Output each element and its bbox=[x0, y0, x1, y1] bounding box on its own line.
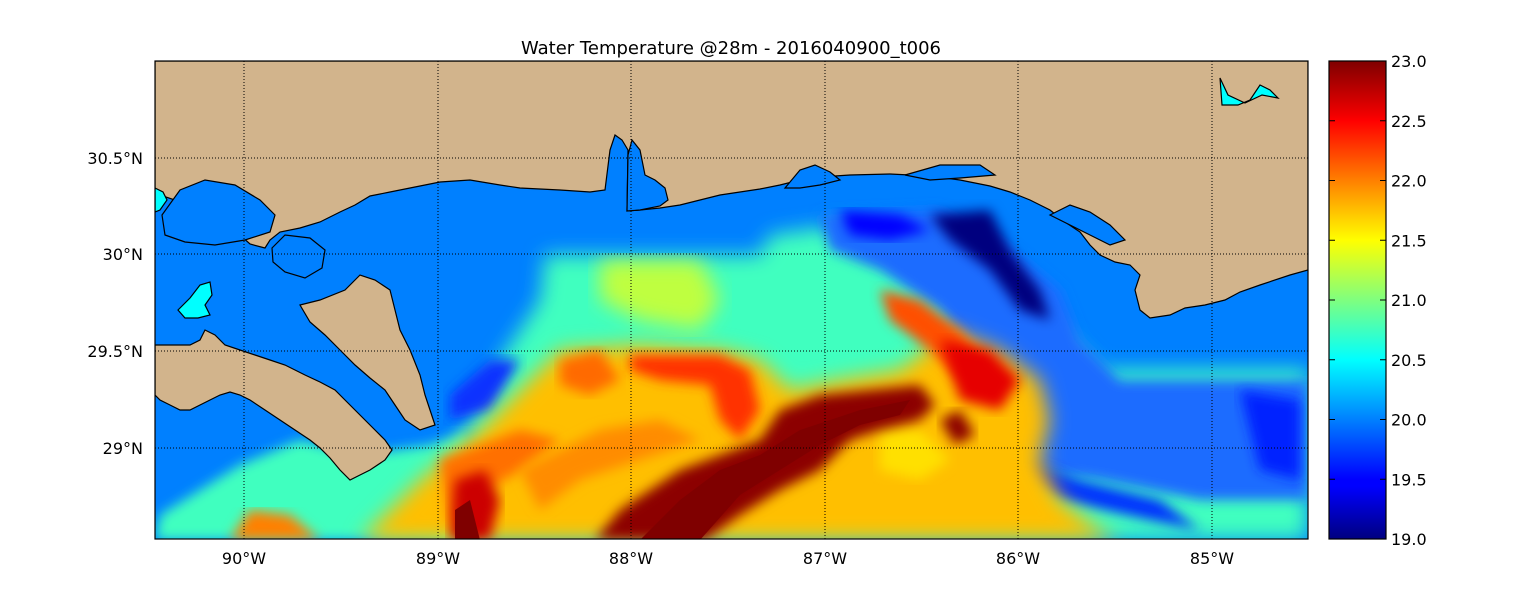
colorbar-tick-label: 20.0 bbox=[1391, 411, 1427, 430]
st-andrew-bay bbox=[1048, 204, 1127, 246]
lon-tick-label: 90°W bbox=[222, 549, 266, 568]
lon-tick-label: 88°W bbox=[609, 549, 653, 568]
colorbar-gradient bbox=[1328, 60, 1387, 540]
colorbar-tick-label: 22.0 bbox=[1391, 172, 1427, 191]
lon-tick-label: 86°W bbox=[996, 549, 1040, 568]
colorbar-tick-label: 22.5 bbox=[1391, 112, 1427, 131]
lake-salvador bbox=[177, 281, 213, 319]
lake-east bbox=[1219, 77, 1280, 106]
lat-tick-label: 29.5°N bbox=[87, 342, 143, 361]
colorbar-tick-label: 23.0 bbox=[1391, 52, 1427, 71]
lon-tick-label: 87°W bbox=[803, 549, 847, 568]
longitude-labels: 90°W 89°W 88°W 87°W 86°W 85°W bbox=[222, 549, 1234, 568]
lat-tick-label: 30.5°N bbox=[87, 149, 143, 168]
lake-borgne bbox=[271, 234, 326, 279]
colorbar-tick-label: 19.0 bbox=[1391, 530, 1427, 549]
pensacola-bay bbox=[783, 164, 842, 189]
colorbar-ticks: 23.0 22.5 22.0 21.5 21.0 20.5 20.0 19.5 19.0 bbox=[1329, 52, 1427, 549]
mississippi-delta bbox=[299, 274, 436, 431]
colorbar-tick-label: 19.5 bbox=[1391, 470, 1427, 489]
choctawhatchee-bay bbox=[904, 164, 997, 181]
map-frame bbox=[154, 60, 1309, 540]
latitude-labels: 30.5°N 30°N 29.5°N 29°N bbox=[87, 149, 143, 458]
colorbar: 23.0 22.5 22.0 21.5 21.0 20.5 20.0 19.5 19.0 bbox=[1328, 52, 1427, 549]
colorbar-tick-label: 21.0 bbox=[1391, 291, 1427, 310]
lon-tick-label: 89°W bbox=[416, 549, 460, 568]
graticule bbox=[155, 61, 1308, 539]
map-title: Water Temperature @28m - 2016040900_t006 bbox=[521, 38, 941, 59]
temperature-field bbox=[155, 210, 1308, 539]
colorbar-tick-label: 20.5 bbox=[1391, 351, 1427, 370]
colorbar-tick-label: 21.5 bbox=[1391, 231, 1427, 250]
lake-pontchartrain bbox=[161, 179, 276, 246]
lon-tick-label: 85°W bbox=[1190, 549, 1234, 568]
map-area bbox=[155, 61, 1308, 539]
lake-maurepas bbox=[155, 187, 168, 213]
lat-tick-label: 30°N bbox=[103, 245, 143, 264]
lat-tick-label: 29°N bbox=[103, 439, 143, 458]
